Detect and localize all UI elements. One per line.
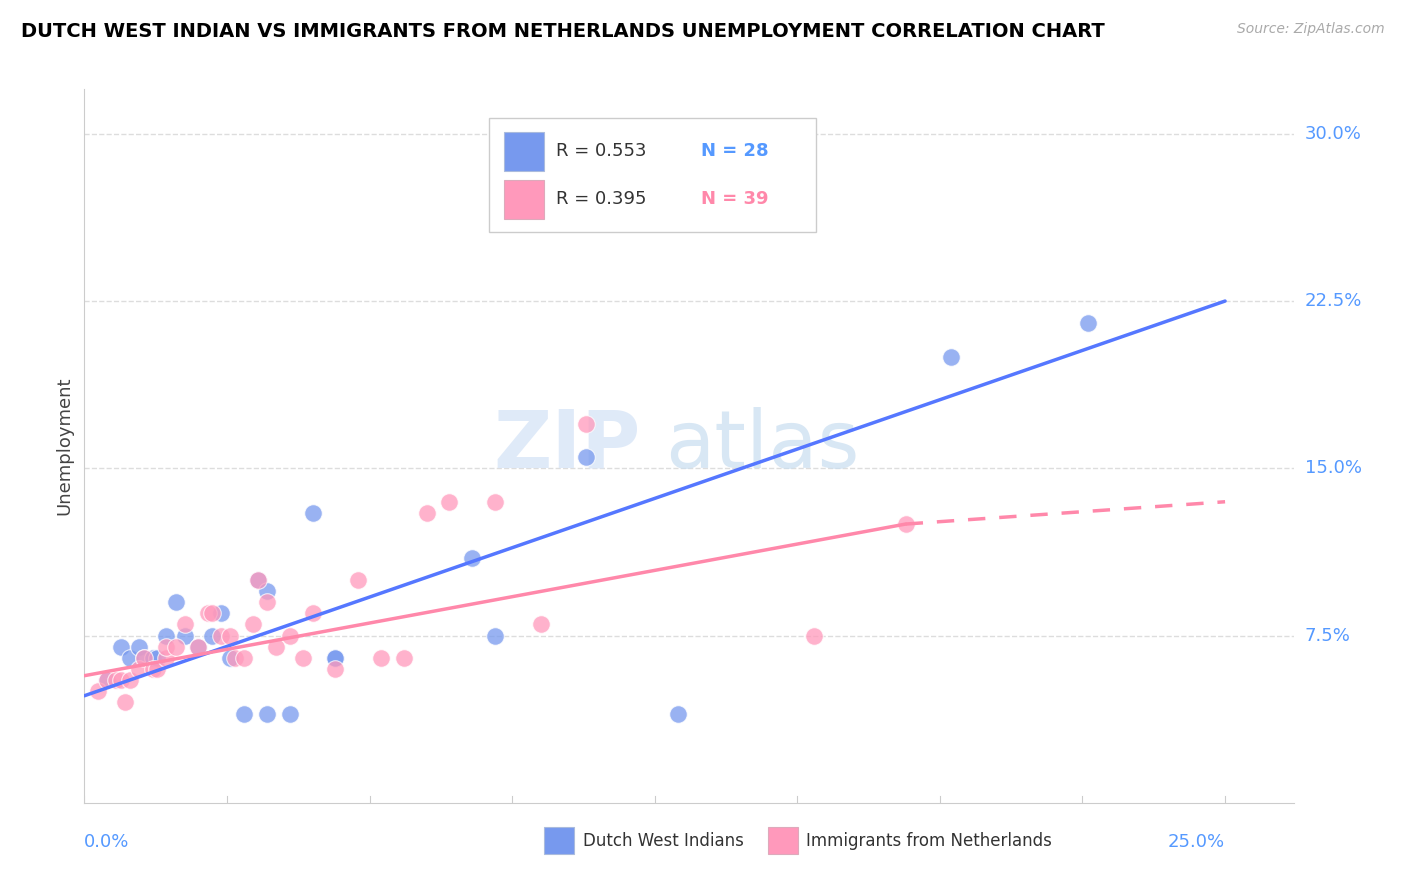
Point	[264, 640, 287, 654]
Point	[278, 628, 301, 642]
Point	[173, 617, 195, 632]
Point	[301, 506, 323, 520]
Point	[155, 640, 177, 654]
Point	[256, 583, 278, 598]
Point	[132, 651, 155, 665]
Point	[530, 617, 553, 632]
Point	[96, 673, 118, 687]
Point	[187, 640, 209, 654]
Point	[301, 607, 323, 621]
Point	[132, 651, 155, 665]
Point	[484, 494, 506, 508]
Point	[87, 684, 110, 698]
Text: atlas: atlas	[665, 407, 859, 485]
Point	[219, 628, 242, 642]
Point	[941, 350, 963, 364]
Point	[666, 706, 689, 721]
Point	[347, 573, 370, 587]
Point	[201, 628, 224, 642]
Point	[256, 595, 278, 609]
Point	[256, 706, 278, 721]
Point	[415, 506, 437, 520]
Point	[1077, 317, 1099, 331]
Point	[242, 617, 264, 632]
Point	[118, 651, 141, 665]
Text: R = 0.395: R = 0.395	[555, 190, 647, 208]
Bar	[544, 827, 574, 855]
Point	[105, 673, 128, 687]
Point	[128, 662, 150, 676]
Point	[209, 628, 232, 642]
Point	[219, 651, 242, 665]
Text: Dutch West Indians: Dutch West Indians	[582, 831, 744, 849]
Point	[224, 651, 246, 665]
Text: 0.0%: 0.0%	[84, 833, 129, 851]
Point	[165, 640, 187, 654]
FancyBboxPatch shape	[489, 118, 815, 232]
Point	[323, 651, 346, 665]
Point	[114, 696, 136, 710]
Point	[292, 651, 315, 665]
Point	[461, 550, 484, 565]
Text: Immigrants from Netherlands: Immigrants from Netherlands	[806, 831, 1052, 849]
Text: 22.5%: 22.5%	[1305, 292, 1362, 310]
Bar	[768, 827, 797, 855]
Point	[209, 607, 232, 621]
Point	[197, 607, 219, 621]
Point	[323, 662, 346, 676]
Text: 7.5%: 7.5%	[1305, 626, 1351, 645]
Point	[201, 607, 224, 621]
Point	[323, 651, 346, 665]
Point	[246, 573, 269, 587]
Point	[128, 640, 150, 654]
Point	[233, 706, 256, 721]
Point	[484, 628, 506, 642]
Text: 15.0%: 15.0%	[1305, 459, 1361, 477]
Bar	[503, 180, 544, 219]
Point	[894, 517, 917, 532]
Point	[392, 651, 415, 665]
Text: Source: ZipAtlas.com: Source: ZipAtlas.com	[1237, 22, 1385, 37]
Point	[142, 662, 165, 676]
Point	[165, 595, 187, 609]
Point	[370, 651, 392, 665]
Bar	[503, 132, 544, 171]
Point	[439, 494, 461, 508]
Point	[155, 651, 177, 665]
Point	[96, 673, 118, 687]
Point	[155, 628, 177, 642]
Text: R = 0.553: R = 0.553	[555, 143, 647, 161]
Point	[110, 640, 132, 654]
Point	[278, 706, 301, 721]
Point	[118, 673, 141, 687]
Text: ZIP: ZIP	[494, 407, 641, 485]
Point	[246, 573, 269, 587]
Text: 25.0%: 25.0%	[1168, 833, 1225, 851]
Point	[110, 673, 132, 687]
Text: N = 28: N = 28	[702, 143, 769, 161]
Point	[142, 651, 165, 665]
Point	[173, 628, 195, 642]
Text: N = 39: N = 39	[702, 190, 769, 208]
Point	[575, 417, 598, 431]
Point	[146, 662, 169, 676]
Point	[803, 628, 825, 642]
Point	[146, 651, 169, 665]
Y-axis label: Unemployment: Unemployment	[55, 376, 73, 516]
Text: 30.0%: 30.0%	[1305, 125, 1361, 143]
Point	[233, 651, 256, 665]
Point	[575, 450, 598, 465]
Text: DUTCH WEST INDIAN VS IMMIGRANTS FROM NETHERLANDS UNEMPLOYMENT CORRELATION CHART: DUTCH WEST INDIAN VS IMMIGRANTS FROM NET…	[21, 22, 1105, 41]
Point	[187, 640, 209, 654]
